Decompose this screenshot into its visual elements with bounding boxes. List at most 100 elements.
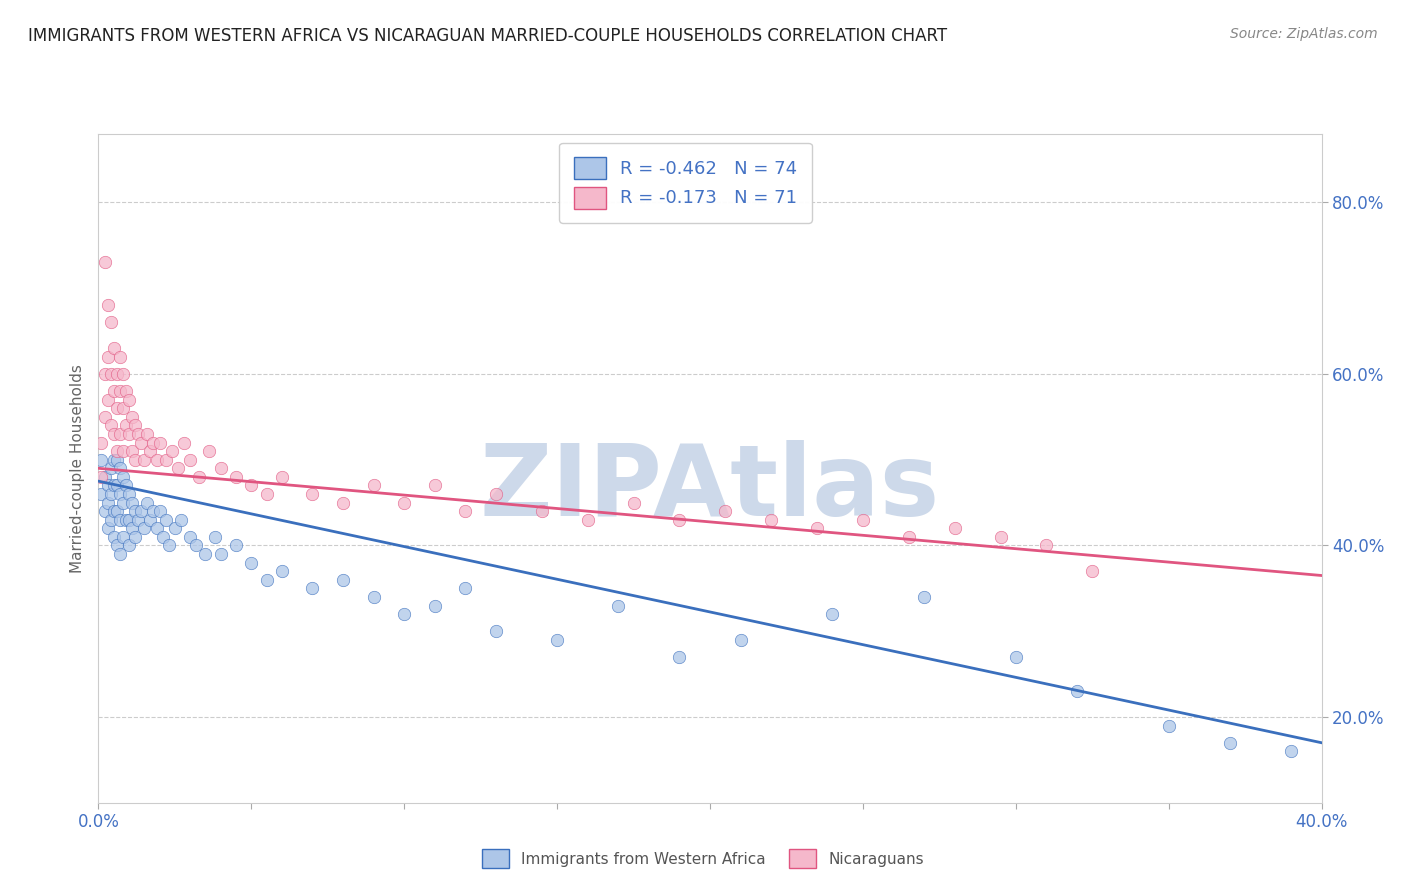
Point — [115, 384, 138, 398]
Point — [90, 435, 112, 450]
Point — [332, 495, 354, 509]
Point — [1219, 736, 1241, 750]
Point — [97, 521, 120, 535]
Point — [668, 513, 690, 527]
Point — [124, 418, 146, 433]
Point — [607, 599, 630, 613]
Point — [204, 530, 226, 544]
Point — [105, 539, 128, 553]
Point — [105, 401, 128, 416]
Point — [100, 461, 122, 475]
Point — [105, 504, 128, 518]
Point — [186, 539, 208, 553]
Point — [155, 452, 177, 467]
Point — [270, 470, 292, 484]
Point — [103, 504, 125, 518]
Point — [97, 298, 120, 312]
Point — [155, 513, 177, 527]
Point — [1081, 564, 1104, 578]
Point — [115, 418, 138, 433]
Point — [111, 495, 134, 509]
Point — [392, 495, 416, 509]
Point — [136, 495, 159, 509]
Point — [139, 513, 162, 527]
Point — [118, 539, 141, 553]
Point — [134, 521, 156, 535]
Point — [912, 590, 935, 604]
Point — [546, 632, 568, 647]
Point — [111, 401, 134, 416]
Point — [118, 427, 141, 442]
Point — [108, 513, 131, 527]
Point — [121, 444, 143, 458]
Point — [240, 478, 263, 492]
Point — [623, 495, 645, 509]
Point — [256, 487, 278, 501]
Point — [100, 367, 122, 381]
Point — [93, 255, 115, 269]
Point — [108, 547, 131, 561]
Point — [1279, 744, 1302, 758]
Point — [103, 384, 125, 398]
Point — [111, 444, 134, 458]
Point — [145, 452, 167, 467]
Point — [111, 530, 134, 544]
Point — [897, 530, 920, 544]
Point — [301, 487, 323, 501]
Point — [108, 350, 131, 364]
Point — [105, 452, 128, 467]
Point — [103, 341, 125, 355]
Point — [1157, 718, 1180, 732]
Point — [129, 504, 152, 518]
Point — [1004, 650, 1026, 665]
Point — [127, 513, 149, 527]
Point — [118, 513, 141, 527]
Text: ZIPAtlas: ZIPAtlas — [479, 440, 941, 537]
Point — [105, 444, 128, 458]
Point — [423, 478, 446, 492]
Point — [209, 461, 232, 475]
Point — [93, 367, 115, 381]
Point — [152, 530, 174, 544]
Point — [111, 470, 134, 484]
Point — [149, 435, 172, 450]
Point — [225, 539, 247, 553]
Point — [730, 632, 752, 647]
Point — [124, 452, 146, 467]
Point — [170, 513, 193, 527]
Point — [118, 487, 141, 501]
Point — [363, 590, 385, 604]
Point — [163, 521, 186, 535]
Point — [852, 513, 875, 527]
Point — [485, 624, 508, 639]
Point — [240, 556, 263, 570]
Point — [129, 435, 152, 450]
Point — [115, 513, 138, 527]
Point — [668, 650, 690, 665]
Point — [270, 564, 292, 578]
Point — [97, 392, 120, 407]
Point — [179, 452, 201, 467]
Point — [167, 461, 190, 475]
Point — [100, 316, 122, 330]
Point — [1035, 539, 1057, 553]
Point — [105, 478, 128, 492]
Legend: R = -0.462   N = 74, R = -0.173   N = 71: R = -0.462 N = 74, R = -0.173 N = 71 — [560, 143, 813, 223]
Point — [454, 582, 477, 596]
Point — [423, 599, 446, 613]
Point — [188, 470, 211, 484]
Point — [990, 530, 1012, 544]
Point — [194, 547, 217, 561]
Point — [121, 409, 143, 424]
Point — [173, 435, 195, 450]
Point — [139, 444, 162, 458]
Text: Source: ZipAtlas.com: Source: ZipAtlas.com — [1230, 27, 1378, 41]
Point — [530, 504, 553, 518]
Point — [179, 530, 201, 544]
Point — [105, 367, 128, 381]
Point — [454, 504, 477, 518]
Point — [759, 513, 782, 527]
Point — [103, 452, 125, 467]
Point — [576, 513, 599, 527]
Point — [363, 478, 385, 492]
